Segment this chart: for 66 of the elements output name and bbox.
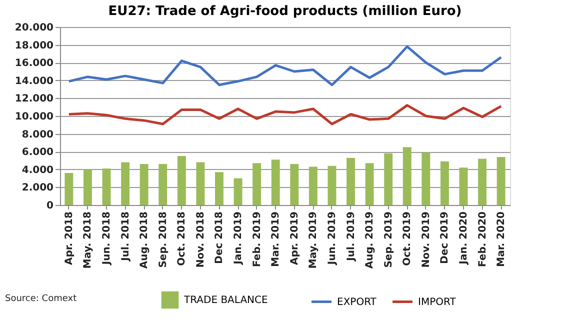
y-tick-label: 6.000 <box>22 147 54 158</box>
legend-label: EXPORT <box>337 296 378 308</box>
source-note: Source: Comext <box>5 294 78 304</box>
x-tick-label: Dec 2019 <box>440 211 451 264</box>
x-tick-label: Jul. 2018 <box>120 211 132 262</box>
line-series <box>68 45 502 86</box>
bar <box>177 156 186 205</box>
y-tick-label: 16.000 <box>14 58 54 70</box>
x-tick-label: May. 2018 <box>82 211 94 269</box>
bar <box>140 164 148 205</box>
x-tick-label: Jan. 2019 <box>233 211 244 266</box>
bar <box>384 153 393 205</box>
y-tick-label: 8.000 <box>22 129 54 140</box>
bar <box>422 152 430 205</box>
x-tick-label: Sep. 2018 <box>158 211 169 268</box>
bar <box>64 172 74 205</box>
bar <box>158 164 168 205</box>
x-tick-label: Mar. 2020 <box>496 211 508 267</box>
bar <box>290 164 299 205</box>
legend-label: IMPORT <box>418 296 457 308</box>
bar <box>496 156 506 205</box>
y-tick-label: 2.000 <box>22 182 54 194</box>
bar <box>234 178 242 205</box>
bar <box>346 158 355 205</box>
bar <box>121 162 130 205</box>
x-tick-label: Oct. 2018 <box>176 211 188 266</box>
bar <box>196 162 205 205</box>
x-tick-label: Oct. 2019 <box>402 211 414 266</box>
x-tick-label: Dec 2018 <box>214 211 226 264</box>
x-tick-label: Apr. 2019 <box>289 211 300 266</box>
x-tick-label: Jun. 2018 <box>102 211 113 266</box>
bar <box>308 166 318 205</box>
bar <box>83 169 92 205</box>
x-tick-label: May. 2019 <box>308 211 320 269</box>
x-tick-label: Nov. 2019 <box>420 211 432 268</box>
y-tick-label: 10.000 <box>14 112 54 122</box>
bar <box>402 147 412 205</box>
bar <box>215 172 224 205</box>
y-tick-label: 0 <box>46 200 54 212</box>
line-series <box>68 104 502 126</box>
x-tick-label: Mar. 2019 <box>270 211 282 267</box>
y-tick-label: 4.000 <box>22 164 54 176</box>
y-tick-label: 12.000 <box>14 94 54 105</box>
x-tick-label: Apr. 2018 <box>64 211 75 266</box>
y-tick-label: 20.000 <box>14 22 54 34</box>
bar <box>365 163 374 205</box>
bar <box>459 168 468 205</box>
legend-label: TRADE BALANCE <box>183 295 268 306</box>
x-tick-label: Jul. 2019 <box>346 211 357 262</box>
chart-title: EU27: Trade of Agri-food products (million Euro) <box>108 4 462 19</box>
x-tick-label: Jun. 2019 <box>326 211 338 266</box>
y-tick-label: 18.000 <box>14 40 54 52</box>
x-tick-label: Sep. 2019 <box>383 211 394 268</box>
bar <box>440 161 449 205</box>
x-tick-label: Feb. 2020 <box>477 211 488 267</box>
x-tick-label: Jan. 2020 <box>458 211 470 266</box>
y-tick-label: 14.000 <box>14 76 54 87</box>
x-tick-label: Feb. 2019 <box>252 211 263 267</box>
x-tick-label: Aug. 2018 <box>139 211 150 269</box>
bar <box>271 160 280 205</box>
bar <box>328 166 336 205</box>
x-tick-label: Nov. 2018 <box>195 211 206 268</box>
bar <box>252 163 262 205</box>
x-tick-label: Aug. 2019 <box>364 211 376 269</box>
bar <box>102 168 111 205</box>
bar <box>478 158 487 205</box>
